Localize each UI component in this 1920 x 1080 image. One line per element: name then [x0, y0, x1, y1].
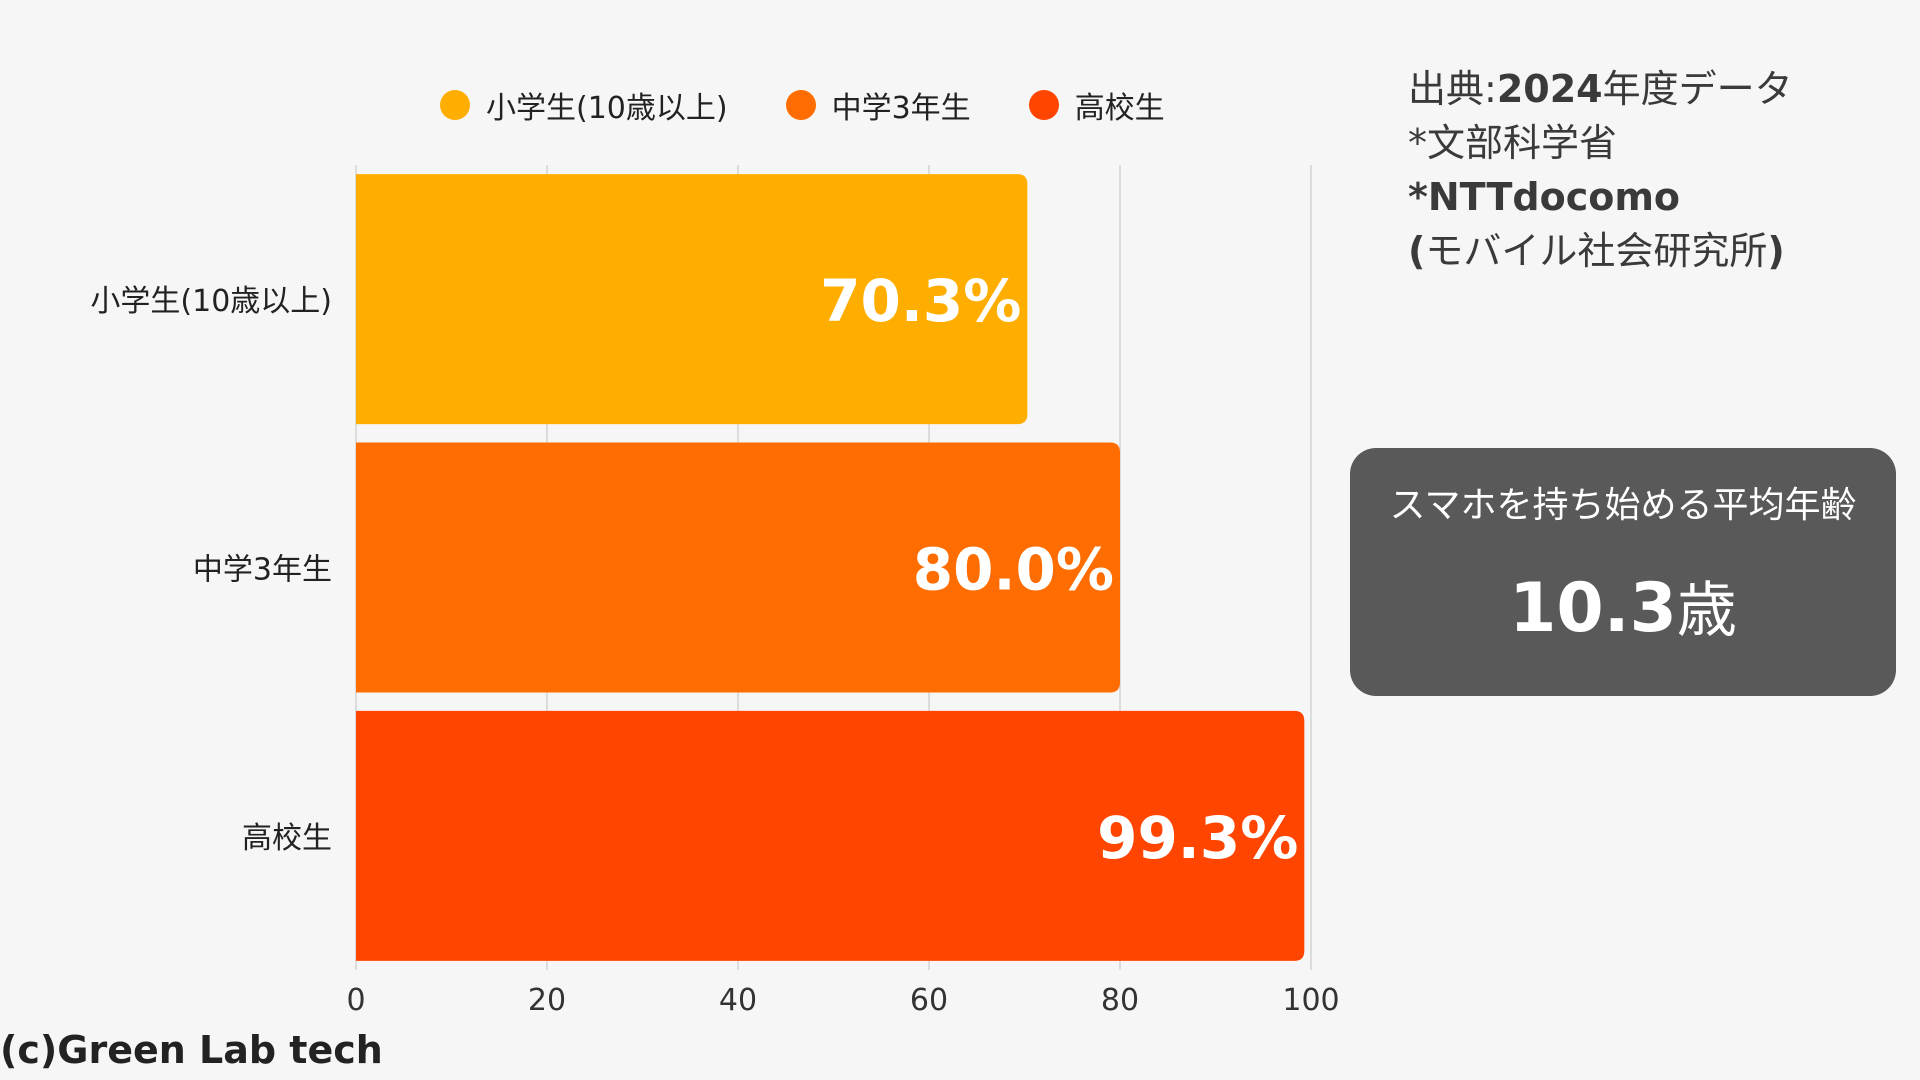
legend: 小学生(10歳以上) 中学3年生 高校生 — [440, 82, 1165, 128]
callout-unit: 歳 — [1676, 576, 1737, 646]
category-label: 小学生(10歳以上) — [90, 284, 332, 319]
source-note: 出典:2024年度データ *文部科学省 *NTTdocomo (モバイル社会研究… — [1408, 62, 1793, 278]
source-suffix: 年度データ — [1602, 67, 1793, 111]
data-labels: 70.3% 80.0% 99.3% — [820, 267, 1298, 872]
average-age-callout: スマホを持ち始める平均年齢 10.3歳 — [1350, 448, 1896, 696]
legend-item: 小学生(10歳以上) — [440, 83, 728, 127]
source-line-3: *NTTdocomo — [1408, 175, 1681, 219]
bar — [356, 442, 1120, 693]
bar-value-label: 70.3% — [820, 267, 1021, 335]
x-axis-ticks: 0 20 40 60 80 100 — [346, 983, 1339, 1018]
source-paren-close: ) — [1767, 229, 1785, 273]
source-prefix: 出典: — [1408, 67, 1497, 111]
legend-label: 小学生(10歳以上) — [486, 91, 728, 126]
callout-title: スマホを持ち始める平均年齢 — [1389, 485, 1857, 526]
category-label: 中学3年生 — [193, 553, 332, 588]
x-tick-label: 0 — [346, 983, 365, 1018]
source-paren-open: ( — [1408, 229, 1426, 273]
bar — [356, 710, 1305, 961]
bar — [356, 174, 1028, 425]
credit: (c)Green Lab tech — [0, 1028, 383, 1072]
legend-dot-icon — [440, 90, 470, 120]
callout-value: 10.3歳 — [1350, 562, 1896, 649]
source-year: 2024 — [1496, 67, 1603, 111]
x-tick-label: 20 — [528, 983, 566, 1018]
x-tick-label: 40 — [719, 983, 757, 1018]
callout-number: 10.3 — [1509, 569, 1677, 648]
legend-dot-icon — [1028, 90, 1059, 120]
source-org: モバイル社会研究所 — [1425, 229, 1768, 273]
legend-item: 高校生 — [1028, 83, 1165, 127]
legend-label: 高校生 — [1074, 91, 1165, 126]
legend-dot-icon — [785, 90, 816, 120]
x-tick-label: 60 — [910, 983, 948, 1018]
x-tick-label: 100 — [1282, 983, 1339, 1018]
source-line-4: (モバイル社会研究所) — [1408, 224, 1793, 278]
x-tick-label: 80 — [1101, 983, 1139, 1018]
legend-item: 中学3年生 — [785, 83, 971, 127]
source-line-2: *文部科学省 — [1408, 121, 1618, 165]
legend-label: 中学3年生 — [831, 91, 971, 126]
category-label: 高校生 — [242, 821, 332, 856]
source-line-1: 出典:2024年度データ — [1408, 62, 1793, 116]
bars — [356, 174, 1305, 961]
bar-value-label: 99.3% — [1097, 804, 1298, 872]
bar-value-label: 80.0% — [913, 536, 1114, 604]
